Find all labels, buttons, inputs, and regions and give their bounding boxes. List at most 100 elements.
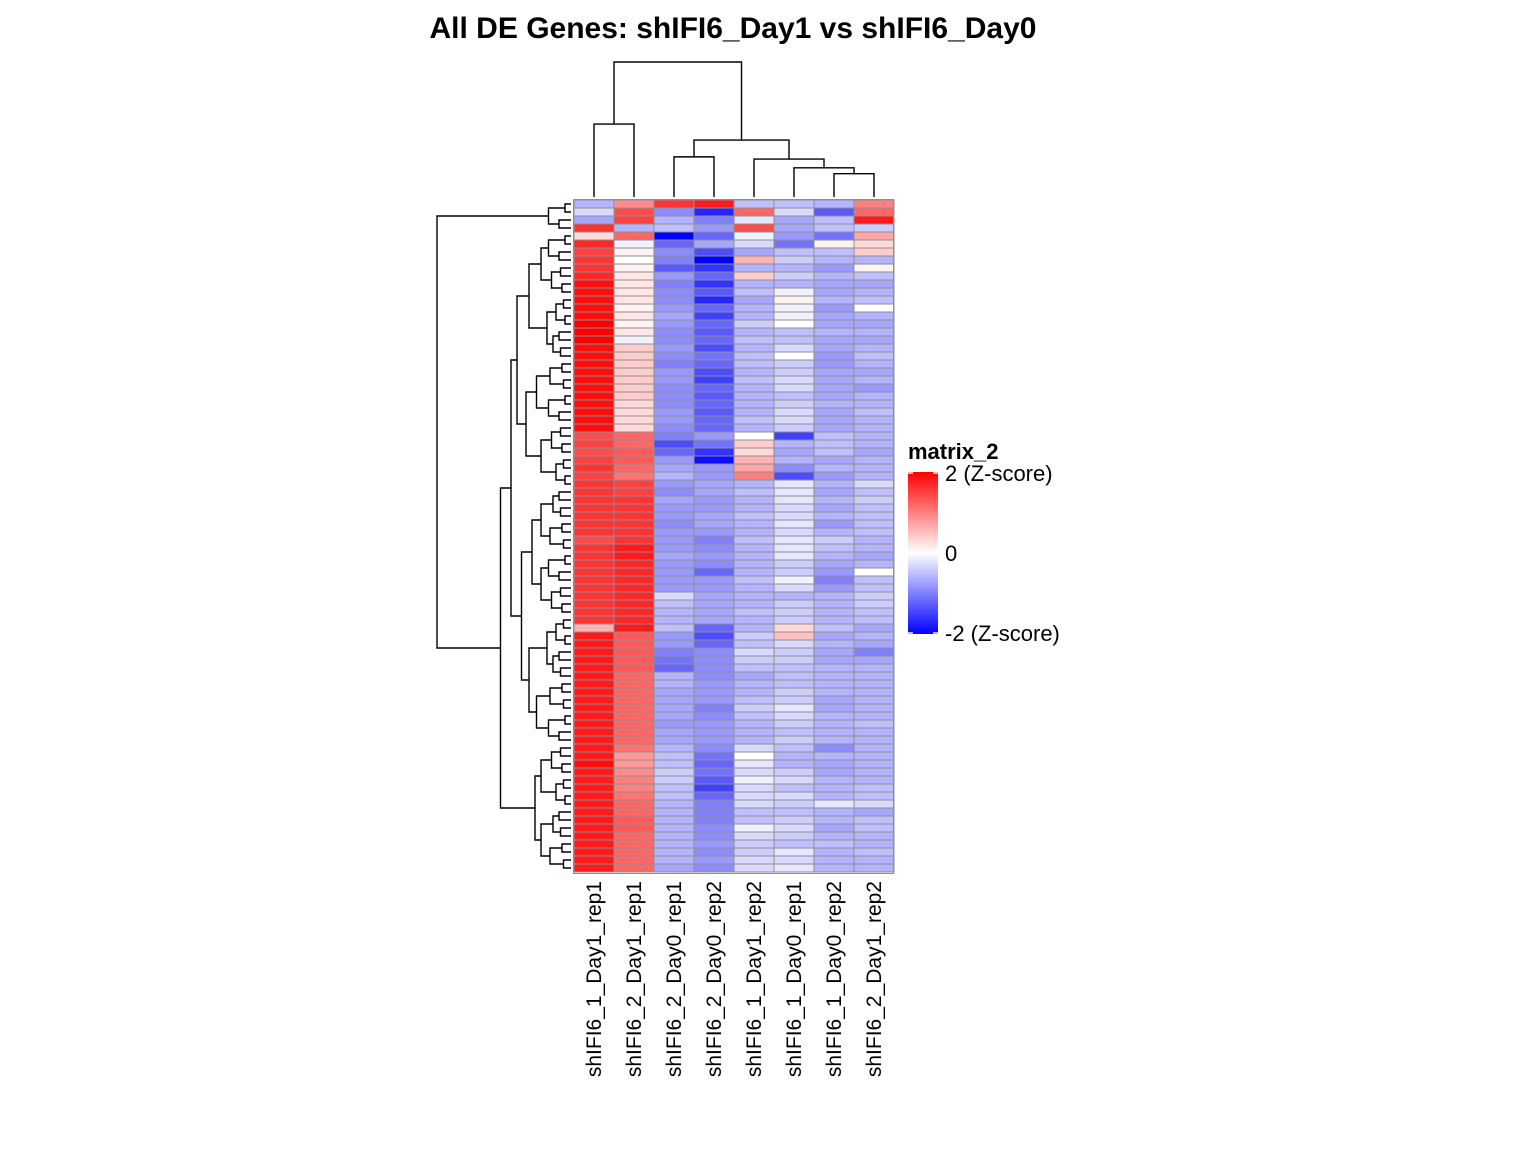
- heatmap-cell: [613, 207, 655, 217]
- heatmap-cell: [773, 207, 815, 217]
- legend-tick-label: 0: [945, 541, 957, 566]
- heatmap-cell: [813, 807, 855, 817]
- heatmap-cell: [773, 359, 815, 369]
- heatmap-cell: [773, 719, 815, 729]
- heatmap-cell: [813, 695, 855, 705]
- column-dendrogram-branch: [593, 123, 635, 197]
- heatmap-cell: [813, 431, 855, 441]
- row-dendrogram-branch: [547, 559, 565, 577]
- heatmap-cell: [813, 423, 855, 433]
- heatmap-cell: [613, 831, 655, 841]
- heatmap-cell: [573, 783, 615, 793]
- heatmap-cell: [693, 567, 735, 577]
- heatmap-cell: [733, 815, 775, 825]
- heatmap-cell: [733, 599, 775, 609]
- heatmap-cell: [573, 207, 615, 217]
- heatmap-cell: [693, 487, 735, 497]
- heatmap-cell: [573, 639, 615, 649]
- row-dendrogram-branch: [510, 359, 522, 617]
- heatmap-cell: [693, 519, 735, 529]
- heatmap-cell: [853, 631, 895, 641]
- heatmap-cell: [613, 255, 655, 265]
- heatmap-cell: [813, 679, 855, 689]
- heatmap-cell: [773, 415, 815, 425]
- heatmap-cell: [573, 575, 615, 585]
- heatmap-cell: [773, 823, 815, 833]
- heatmap-cell: [813, 495, 855, 505]
- heatmap-cell: [853, 223, 895, 233]
- heatmap-cell: [733, 783, 775, 793]
- heatmap-cell: [773, 727, 815, 737]
- heatmap-cell: [573, 591, 615, 601]
- heatmap-cell: [733, 703, 775, 713]
- column-label: shIFI6_2_Day1_rep2: [863, 881, 886, 1077]
- heatmap-cell: [653, 239, 695, 249]
- legend-title: matrix_2: [908, 439, 999, 464]
- heatmap-cell: [853, 343, 895, 353]
- heatmap-cell: [573, 407, 615, 417]
- heatmap-cell: [573, 359, 615, 369]
- heatmap-cell: [853, 231, 895, 241]
- heatmap-cell: [733, 199, 775, 209]
- heatmap-cell: [653, 855, 695, 865]
- heatmap-cell: [733, 327, 775, 337]
- heatmap-cell: [853, 687, 895, 697]
- heatmap-cell: [733, 839, 775, 849]
- column-label: shIFI6_2_Day0_rep2: [703, 881, 726, 1077]
- heatmap-cell: [853, 319, 895, 329]
- heatmap-cell: [693, 639, 735, 649]
- heatmap-cell: [693, 287, 735, 297]
- heatmap-cell: [573, 679, 615, 689]
- heatmap-cell: [573, 823, 615, 833]
- heatmap-cell: [573, 311, 615, 321]
- heatmap-cell: [773, 479, 815, 489]
- heatmap-cell: [573, 463, 615, 473]
- heatmap-cell: [773, 255, 815, 265]
- heatmap-cell: [853, 679, 895, 689]
- heatmap-cell: [613, 567, 655, 577]
- heatmap-cell: [693, 535, 735, 545]
- heatmap-cell: [773, 439, 815, 449]
- heatmap-cell: [573, 599, 615, 609]
- heatmap-cell: [653, 679, 695, 689]
- heatmap-cell: [573, 775, 615, 785]
- heatmap-cell: [653, 551, 695, 561]
- heatmap-cell: [613, 215, 655, 225]
- heatmap-cell: [773, 679, 815, 689]
- heatmap-cell: [853, 591, 895, 601]
- heatmap-cell: [813, 463, 855, 473]
- row-dendrogram-branch: [559, 747, 571, 757]
- heatmap-cell: [853, 775, 895, 785]
- heatmap-cell: [693, 279, 735, 289]
- heatmap-cell: [773, 703, 815, 713]
- row-dendrogram-branch: [558, 651, 571, 661]
- heatmap-cell: [813, 407, 855, 417]
- column-dendrogram-branch: [613, 61, 743, 141]
- column-dendrogram-branch: [673, 156, 715, 197]
- heatmap-cell: [813, 399, 855, 409]
- heatmap-cell: [773, 511, 815, 521]
- heatmap-cell: [853, 831, 895, 841]
- heatmap-cell: [733, 807, 775, 817]
- heatmap-cell: [613, 239, 655, 249]
- heatmap-cell: [693, 695, 735, 705]
- heatmap-cell: [853, 823, 895, 833]
- heatmap-cell: [573, 607, 615, 617]
- heatmap-cell: [613, 351, 655, 361]
- heatmap-cell: [613, 319, 655, 329]
- heatmap-cell: [613, 799, 655, 809]
- heatmap-cell: [733, 391, 775, 401]
- heatmap-cell: [773, 463, 815, 473]
- row-dendrogram-branch: [561, 443, 571, 453]
- heatmap-cell: [773, 271, 815, 281]
- heatmap-cell: [573, 479, 615, 489]
- heatmap-cell: [813, 855, 855, 865]
- heatmap-cell: [653, 815, 695, 825]
- heatmap-cell: [853, 271, 895, 281]
- row-dendrogram-branch: [546, 311, 556, 345]
- heatmap-cell: [853, 215, 895, 225]
- heatmap-cell: [733, 559, 775, 569]
- heatmap-cell: [773, 855, 815, 865]
- legend-tick-label: 2 (Z-score): [945, 461, 1053, 486]
- heatmap-cell: [693, 343, 735, 353]
